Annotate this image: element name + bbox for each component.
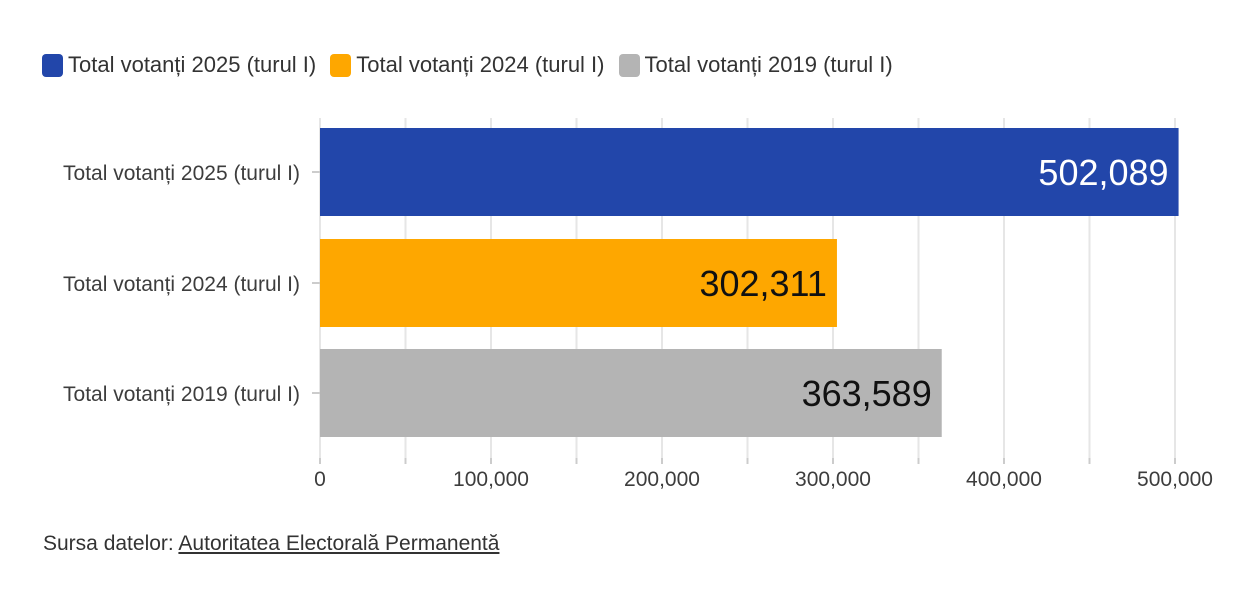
legend-swatch-2025 xyxy=(42,53,63,77)
legend-label-2019: Total votanți 2019 (turul I) xyxy=(644,52,893,77)
legend-swatch-2024 xyxy=(330,53,352,77)
legend-item-2019[interactable]: Total votanți 2019 (turul I) xyxy=(618,52,893,78)
bar-1 xyxy=(320,128,1179,216)
bar-value-label-3: 363,589 xyxy=(802,373,932,414)
bar-value-label-2: 302,311 xyxy=(699,263,826,304)
bar-2 xyxy=(320,239,837,327)
x-tick-label: 200,000 xyxy=(624,468,700,491)
x-tick-label: 300,000 xyxy=(795,468,871,491)
x-tick-label: 0 xyxy=(314,468,326,491)
x-tick-label: 500,000 xyxy=(1137,468,1213,491)
legend: Total votanți 2025 (turul I) Total votan… xyxy=(42,52,907,78)
source-prefix: Sursa datelor: xyxy=(43,532,179,555)
legend-item-2024[interactable]: Total votanți 2024 (turul I) xyxy=(330,52,605,78)
bar-chart: 502,089 302,311 363,589 Total votanți 2025 … xyxy=(63,118,1213,491)
source-note: Sursa datelor: Autoritatea Electorală Pe… xyxy=(43,532,499,556)
category-label-1: Total votanți 2025 (turul I) xyxy=(63,162,300,185)
legend-item-2025[interactable]: Total votanți 2025 (turul I) xyxy=(42,52,316,78)
legend-swatch-2019 xyxy=(618,53,640,77)
x-tick-label: 400,000 xyxy=(966,468,1042,491)
x-tick-label: 100,000 xyxy=(453,468,529,491)
legend-label-2024: Total votanți 2024 (turul I) xyxy=(356,52,605,77)
legend-label-2025: Total votanți 2025 (turul I) xyxy=(68,52,317,77)
bar-value-label-1: 502,089 xyxy=(1038,152,1168,193)
source-link[interactable]: Autoritatea Electorală Permanentă xyxy=(178,532,500,555)
category-label-3: Total votanți 2019 (turul I) xyxy=(63,383,300,406)
bar-3 xyxy=(320,349,942,437)
category-label-2: Total votanți 2024 (turul I) xyxy=(63,273,300,296)
